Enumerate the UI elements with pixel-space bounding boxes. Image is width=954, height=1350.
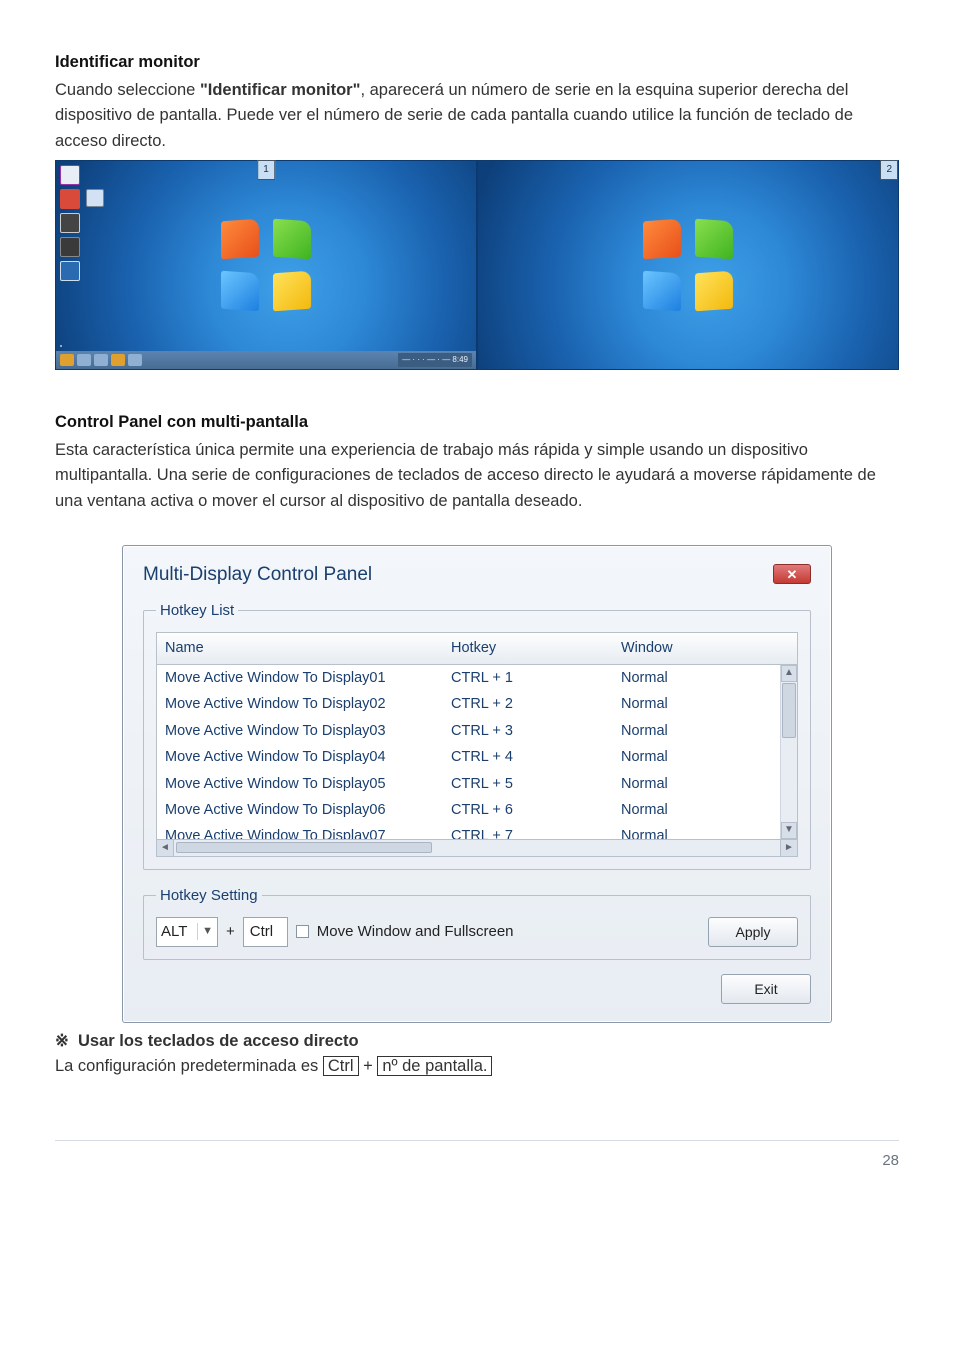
scroll-up-icon[interactable]: ▲ [781,665,797,682]
desktop-icon [60,345,62,347]
list-row[interactable]: Move Active Window To Display07 CTRL + 7… [157,823,797,839]
scroll-thumb[interactable] [782,683,796,738]
hotkey-list-legend: Hotkey List [156,599,238,622]
cell-hotkey: CTRL + 6 [451,799,621,821]
cell-hotkey: CTRL + 7 [451,825,621,839]
cell-window: Normal [621,799,771,821]
footnote-line2: La configuración predeterminada es Ctrl … [55,1054,899,1080]
close-button[interactable]: ✕ [773,564,811,584]
para-bold: "Identificar monitor" [200,81,361,99]
cell-name: Move Active Window To Display05 [165,773,451,795]
keycap-screen: nº de pantalla. [377,1056,492,1076]
list-row[interactable]: Move Active Window To Display02 CTRL + 2… [157,691,797,717]
cell-name: Move Active Window To Display07 [165,825,451,839]
section2-paragraph: Esta característica única permite una ex… [55,438,899,515]
list-row[interactable]: Move Active Window To Display06 CTRL + 6… [157,797,797,823]
section1-paragraph: Cuando seleccione "Identificar monitor",… [55,78,899,155]
scroll-down-icon[interactable]: ▼ [781,822,797,839]
windows-logo-icon [643,220,733,310]
list-row[interactable]: Move Active Window To Display05 CTRL + 5… [157,771,797,797]
dual-monitor-screenshot: 1 — · · · — · — 8:49 2 [55,160,899,370]
ln2-plus: + [363,1057,373,1075]
hotkey-setting-legend: Hotkey Setting [156,884,262,907]
section2-heading: Control Panel con multi-pantalla [55,410,899,436]
modifier-value: ALT [161,920,187,943]
col-window[interactable]: Window [621,637,771,659]
footnote-line1: ※ Usar los teclados de acceso directo [55,1029,899,1055]
desktop-icon [60,213,80,233]
cell-window: Normal [621,667,771,689]
key-input[interactable]: Ctrl [243,917,288,946]
keycap-ctrl: Ctrl [323,1056,359,1076]
taskbar-item [128,354,142,366]
cell-name: Move Active Window To Display02 [165,693,451,715]
checkbox-label: Move Window and Fullscreen [317,920,514,943]
list-row[interactable]: Move Active Window To Display01 CTRL + 1… [157,665,797,691]
taskbar-item [77,354,91,366]
cell-window: Normal [621,720,771,742]
screen-right-tag: 2 [880,160,898,180]
cell-hotkey: CTRL + 2 [451,693,621,715]
desktop-icon [86,189,104,207]
cell-hotkey: CTRL + 1 [451,667,621,689]
col-hotkey[interactable]: Hotkey [451,637,621,659]
screen-left-tag: 1 [257,160,275,180]
taskbar: — · · · — · — 8:49 [56,351,476,369]
list-header: Name Hotkey Window [156,632,798,664]
scroll-right-icon[interactable]: ► [780,840,797,856]
screen-left: 1 — · · · — · — 8:49 [55,160,477,370]
cell-window: Normal [621,773,771,795]
cell-window: Normal [621,693,771,715]
desktop-icon [60,345,62,347]
cell-hotkey: CTRL + 4 [451,746,621,768]
para-pre: Cuando seleccione [55,81,200,99]
footnote-symbol: ※ [55,1032,69,1050]
windows-logo-icon [221,220,311,310]
chevron-down-icon: ▼ [197,923,213,940]
modifier-select[interactable]: ALT ▼ [156,917,218,946]
control-panel-dialog: Multi-Display Control Panel ✕ Hotkey Lis… [122,545,832,1023]
desktop-icon [60,261,80,281]
screen-right: 2 [477,160,899,370]
vertical-scrollbar[interactable]: ▲ ▼ [780,665,797,839]
desktop-icon [60,237,80,257]
exit-button[interactable]: Exit [721,974,811,1004]
scroll-thumb[interactable] [176,842,432,853]
taskbar-item [60,354,74,366]
page-number: 28 [55,1140,899,1172]
list-body: Move Active Window To Display01 CTRL + 1… [156,665,798,840]
desktop-icon [60,189,80,209]
cell-name: Move Active Window To Display04 [165,746,451,768]
dialog-title: Multi-Display Control Panel [143,560,372,589]
col-name[interactable]: Name [165,637,451,659]
desktop-icons-col2 [86,189,104,207]
apply-button[interactable]: Apply [708,917,798,947]
taskbar-item [94,354,108,366]
section1-heading: Identificar monitor [55,50,899,76]
horizontal-scrollbar[interactable]: ◄ ► [156,840,798,857]
hotkey-setting-group: Hotkey Setting ALT ▼ + Ctrl Move Window … [143,884,811,960]
cell-hotkey: CTRL + 3 [451,720,621,742]
plus-label: + [226,920,235,943]
taskbar-clock: — · · · — · — 8:49 [398,353,472,367]
cell-window: Normal [621,746,771,768]
desktop-icon [60,165,80,185]
cell-name: Move Active Window To Display06 [165,799,451,821]
cell-name: Move Active Window To Display03 [165,720,451,742]
taskbar-item [111,354,125,366]
fullscreen-checkbox[interactable] [296,925,309,938]
scroll-left-icon[interactable]: ◄ [157,840,174,856]
cell-window: Normal [621,825,771,839]
desktop-icons [60,165,80,281]
cell-hotkey: CTRL + 5 [451,773,621,795]
list-row[interactable]: Move Active Window To Display03 CTRL + 3… [157,718,797,744]
ln2-pre: La configuración predeterminada es [55,1057,323,1075]
footnote-bold: Usar los teclados de acceso directo [78,1032,359,1050]
hotkey-list-group: Hotkey List Name Hotkey Window Move Acti… [143,599,811,870]
cell-name: Move Active Window To Display01 [165,667,451,689]
list-row[interactable]: Move Active Window To Display04 CTRL + 4… [157,744,797,770]
